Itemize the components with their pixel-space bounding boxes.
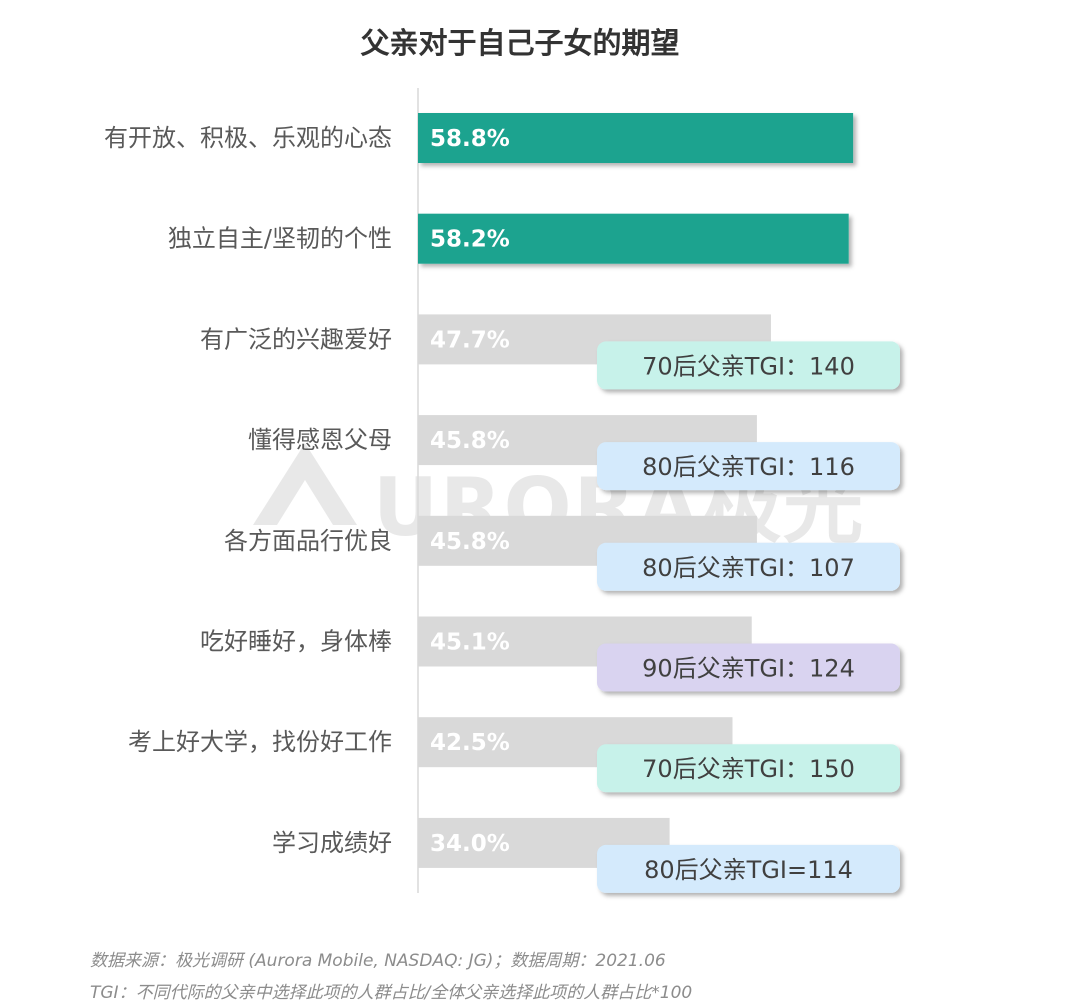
- category-label: 吃好睡好，身体棒: [200, 628, 392, 656]
- bar: [418, 213, 849, 264]
- category-label: 各方面品行优良: [224, 527, 392, 555]
- tgi-annotation-text: 90后父亲TGI：124: [642, 655, 855, 683]
- tgi-annotation: 70后父亲TGI：150: [597, 744, 900, 793]
- category-label: 有广泛的兴趣爱好: [200, 325, 392, 353]
- tgi-annotation: 80后父亲TGI=114: [597, 844, 900, 893]
- source-footnote: 数据来源：极光调研 (Aurora Mobile, NASDAQ: JG)；数据…: [90, 951, 666, 971]
- category-label: 独立自主/坚韧的个性: [168, 225, 392, 253]
- tgi-annotation-box: [597, 744, 900, 793]
- tgi-annotation-box: [597, 844, 900, 893]
- tgi-annotation: 90后父亲TGI：124: [597, 643, 900, 692]
- tgi-annotation-box: [597, 542, 900, 591]
- tgi-annotation-box: [597, 341, 900, 390]
- tgi-annotation-text: 80后父亲TGI=114: [644, 856, 853, 884]
- value-label: 58.8%: [430, 126, 510, 152]
- tgi-annotation-box: [597, 643, 900, 692]
- tgi-annotation: 70后父亲TGI：140: [597, 341, 900, 390]
- category-label: 考上好大学，找份好工作: [128, 728, 392, 756]
- category-label: 懂得感恩父母: [248, 426, 392, 454]
- category-label: 有开放、积极、乐观的心态: [104, 124, 392, 152]
- tgi-annotation-text: 80后父亲TGI：107: [642, 554, 855, 582]
- value-label: 34.0%: [430, 831, 510, 857]
- value-label: 45.8%: [430, 428, 510, 454]
- tgi-annotation-text: 80后父亲TGI：116: [642, 453, 855, 481]
- value-label: 47.7%: [430, 327, 510, 353]
- category-label: 学习成绩好: [272, 829, 392, 857]
- value-label: 45.8%: [430, 529, 510, 555]
- tgi-annotation: 80后父亲TGI：107: [597, 542, 900, 591]
- bar-chart: 有开放、积极、乐观的心态 58.8% 独立自主/坚韧的个性 58.2% 有广泛的兴趣爱好…: [104, 88, 900, 893]
- tgi-footnote: TGI：不同代际的父亲中选择此项的人群占比/全体父亲选择此项的人群占比*100: [90, 983, 693, 1003]
- chart-title: 父亲对于自己子女的期望: [360, 26, 680, 60]
- value-label: 58.2%: [430, 227, 510, 253]
- bar: [418, 113, 854, 163]
- tgi-annotation-text: 70后父亲TGI：140: [642, 352, 855, 380]
- value-label: 45.1%: [430, 630, 510, 656]
- value-label: 42.5%: [430, 730, 510, 756]
- tgi-annotation-box: [597, 442, 900, 491]
- tgi-annotation-text: 70后父亲TGI：150: [642, 755, 855, 783]
- tgi-annotation: 80后父亲TGI：116: [597, 442, 900, 491]
